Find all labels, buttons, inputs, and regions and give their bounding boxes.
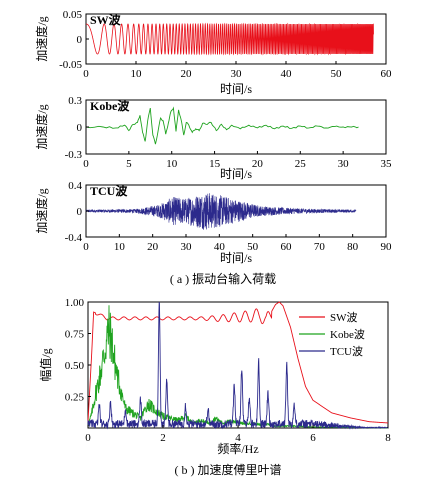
tcu-title: TCU波	[90, 183, 128, 198]
kobe-y-tick-label: 0	[77, 122, 83, 134]
kobe-x-label: 时间/s	[220, 167, 252, 181]
tcu-x-label: 时间/s	[220, 251, 252, 265]
legend-sw: SW波	[330, 311, 358, 324]
sw-series-line	[86, 22, 374, 56]
sw-x-ticks: 0 10 20 30 40 50 60	[83, 61, 392, 80]
spectrum-x-tick-label: 6	[310, 432, 316, 444]
sw-y-ticks: -0.05 0 0.05	[59, 9, 89, 71]
sw-y-tick-label: -0.05	[59, 59, 82, 71]
tcu-x-tick-label: 60	[281, 241, 293, 253]
tcu-x-tick-label: 0	[83, 241, 89, 253]
legend-kobe: Kobe波	[330, 328, 365, 341]
kobe-y-label: 加速度/g	[34, 104, 49, 149]
spectrum-sw-line	[87, 301, 389, 424]
sw-x-tick-label: 0	[83, 68, 89, 80]
kobe-series-line	[85, 106, 359, 145]
sw-y-label: 加速度/g	[34, 16, 49, 61]
tcu-x-tick-label: 30	[181, 241, 193, 253]
tcu-y-tick-label: -0.4	[65, 232, 83, 244]
tcu-y-tick-label: 0	[77, 206, 83, 218]
tcu-x-tick-label: 40	[214, 241, 226, 253]
spectrum-x-tick-label: 2	[160, 432, 166, 444]
spectrum-x-ticks: 0 2 4 6 8	[85, 425, 391, 444]
tcu-x-tick-label: 10	[114, 241, 126, 253]
kobe-x-ticks: 0 5 10 15 20 25 30 35	[83, 151, 392, 170]
tcu-x-ticks: 0 10 20 30 40 50 60 70 80 90	[83, 234, 392, 253]
kobe-y-ticks: -0.3 0 0.3	[65, 95, 89, 161]
spectrum-x-tick-label: 0	[85, 432, 91, 444]
spectrum-y-label: 幅值/g	[38, 348, 53, 381]
caption-b: ( b ) 加速度傅里叶谱	[175, 462, 282, 477]
sw-title: SW波	[90, 12, 122, 27]
tcu-x-tick-label: 80	[347, 241, 359, 253]
spectrum-legend: SW波 Kobe波 TCU波	[299, 311, 365, 358]
spectrum-y-tick-label: 0.75	[65, 329, 85, 341]
sw-x-tick-label: 40	[281, 68, 293, 80]
caption-a: ( a ) 振动台输入荷载	[170, 271, 276, 286]
spectrum-y-tick-label: 1.00	[65, 297, 85, 309]
kobe-x-tick-label: 5	[126, 158, 132, 170]
sw-y-tick-label: 0.05	[63, 9, 83, 21]
spectrum-x-tick-label: 8	[385, 432, 391, 444]
spectrum-x-tick-label: 4	[235, 432, 241, 444]
tcu-series-line	[85, 193, 357, 230]
sw-x-label: 时间/s	[220, 82, 252, 96]
sw-x-tick-label: 60	[381, 68, 393, 80]
spectrum-y-tick-label: 0.50	[65, 360, 85, 372]
tcu-x-tick-label: 50	[247, 241, 259, 253]
kobe-x-tick-label: 15	[209, 158, 221, 170]
tcu-x-tick-label: 20	[147, 241, 159, 253]
sw-x-tick-label: 10	[131, 68, 143, 80]
kobe-x-tick-label: 0	[83, 158, 89, 170]
spectrum-y-tick-label: 0.25	[65, 392, 85, 404]
sw-x-tick-label: 20	[181, 68, 193, 80]
legend-tcu: TCU波	[330, 345, 363, 358]
spectrum-panel: 0 2 4 6 8 0.25 0.50 0.75 1.00 SW波 Kobe波 TCU波 频率…	[38, 297, 391, 456]
sw-y-tick-label: 0	[77, 34, 83, 46]
kobe-panel: 0 5 10 15 20 25 30 35 -0.300.3 Kobe波 时间/s 加速度/g	[34, 95, 392, 181]
tcu-y-tick-label: 0.4	[68, 180, 82, 192]
tcu-y-ticks: -0.4 0 0.4	[65, 180, 89, 244]
sw-x-tick-label: 30	[231, 68, 243, 80]
spectrum-y-ticks: 0.25 0.50 0.75 1.00	[65, 297, 91, 404]
kobe-x-tick-label: 35	[381, 158, 393, 170]
kobe-x-tick-label: 20	[252, 158, 264, 170]
kobe-x-tick-label: 25	[295, 158, 307, 170]
kobe-y-tick-label: 0.3	[68, 95, 82, 107]
kobe-title: Kobe波	[90, 98, 130, 113]
spectrum-x-label: 频率/Hz	[217, 441, 258, 456]
kobe-x-tick-label: 30	[338, 158, 350, 170]
kobe-y-tick-label: -0.3	[65, 149, 83, 161]
tcu-y-label: 加速度/g	[34, 188, 49, 233]
kobe-x-tick-label: 10	[166, 158, 178, 170]
tcu-x-tick-label: 70	[314, 241, 326, 253]
tcu-panel: 0 10 20 30 40 50 60 70 80 90 -0.400.4 TCU波 时间/s 加…	[34, 180, 392, 265]
tcu-x-tick-label: 90	[381, 241, 393, 253]
sw-x-tick-label: 50	[331, 68, 343, 80]
